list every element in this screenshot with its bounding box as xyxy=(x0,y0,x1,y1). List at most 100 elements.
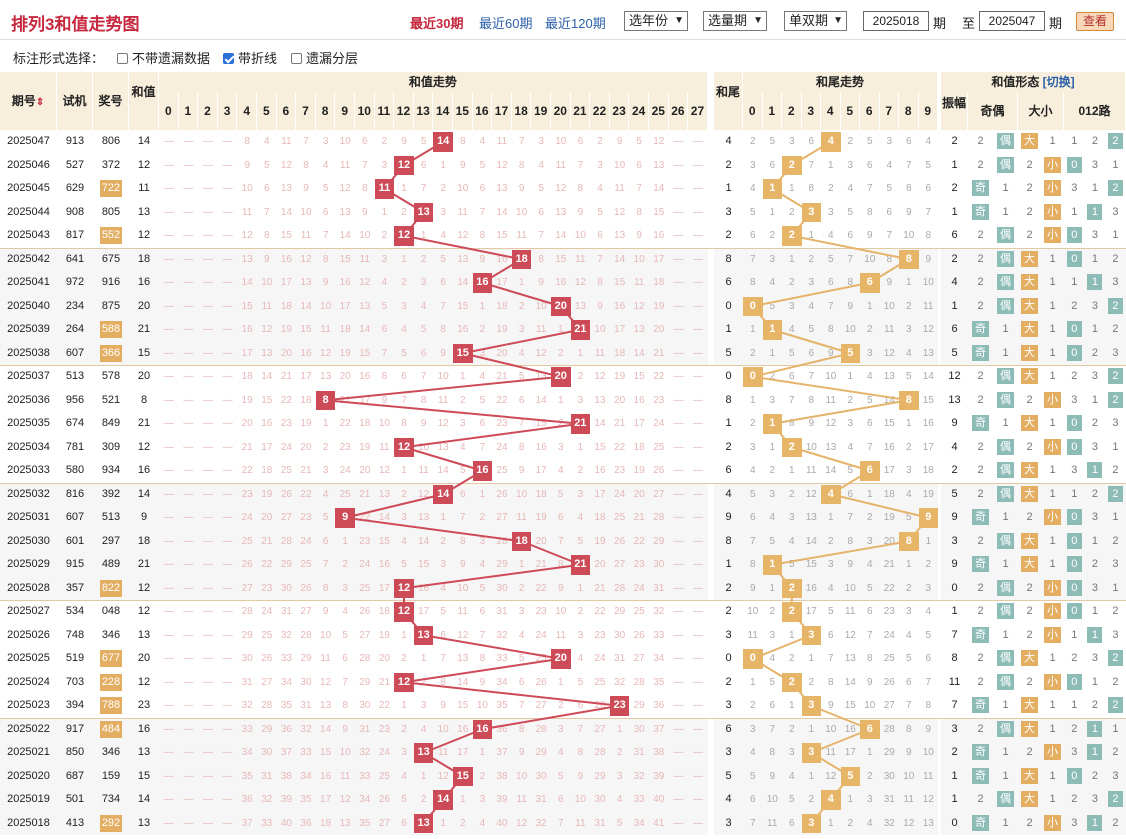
sum-omission: 11 xyxy=(335,153,355,177)
row-jh: 578 xyxy=(93,365,129,389)
tail-omission: 5 xyxy=(762,294,782,318)
sum-omission: 7 xyxy=(472,435,493,459)
sum-omission: — xyxy=(688,318,708,342)
row-qihao: 2025046 xyxy=(0,153,57,177)
sum-marker: 13 xyxy=(413,202,434,222)
sum-marker: 12 xyxy=(394,672,414,692)
sum-omission: 28 xyxy=(276,529,297,553)
tail-omission: 13 xyxy=(918,811,938,835)
form-012-2: 1 xyxy=(1105,153,1126,177)
sum-omission: 2 xyxy=(590,130,610,154)
link-recent-60[interactable]: 最近60期 xyxy=(479,16,533,31)
tail-omission: 1 xyxy=(782,459,802,483)
form-big-tag: 大 xyxy=(1021,767,1038,784)
sum-omission: 30 xyxy=(276,576,297,600)
sum-omission: 40 xyxy=(649,788,669,812)
form-even: 偶 xyxy=(993,788,1018,812)
checkbox[interactable] xyxy=(117,53,128,64)
sum-omission: 11 xyxy=(296,224,316,248)
tail-omission: 6 xyxy=(918,177,938,201)
road-012-tag: 3 xyxy=(1091,370,1098,382)
sum-omission: 2 xyxy=(472,318,493,342)
form-012-0: 2 xyxy=(1064,365,1085,389)
form-big: 2 xyxy=(1018,623,1041,647)
tail-omission: 3 xyxy=(840,153,860,177)
sum-omission: 19 xyxy=(531,506,551,530)
form-012-1: 1 xyxy=(1084,247,1106,271)
tail-marker: 2 xyxy=(782,578,802,598)
sum-omission: 12 xyxy=(629,294,649,318)
form-even-tag: 1 xyxy=(1002,323,1009,335)
form-012-0: 0 xyxy=(1064,435,1085,459)
tail-omission: 11 xyxy=(899,788,919,812)
row-hz: 13 xyxy=(129,200,159,224)
query-button[interactable]: 查看 xyxy=(1076,12,1114,31)
form-big-tag: 大 xyxy=(1021,368,1038,384)
sum-omission: — xyxy=(178,717,199,741)
tail-omission: 3 xyxy=(899,600,919,624)
sum-omission: — xyxy=(178,529,199,553)
form-even-tag: 偶 xyxy=(997,462,1014,478)
link-recent-120[interactable]: 最近120期 xyxy=(545,16,606,31)
prize-number: 805 xyxy=(101,205,121,218)
sum-omission: 14 xyxy=(531,388,551,412)
checkbox[interactable] xyxy=(223,53,234,64)
row-sj: 413 xyxy=(57,811,93,835)
option-no-omission[interactable]: 不带遗漏数据 xyxy=(117,48,210,67)
sum-omission: 33 xyxy=(257,811,277,835)
form-big-tag: 大 xyxy=(1021,556,1038,572)
sum-omission: 25 xyxy=(590,670,610,694)
sum-omission: 32 xyxy=(649,600,669,624)
sum-omission: 23 xyxy=(296,506,316,530)
sum-omission: — xyxy=(668,647,689,671)
period-to-input[interactable]: 2025047 xyxy=(979,11,1045,31)
tail-omission: 9 xyxy=(743,576,763,600)
sum-omission: — xyxy=(159,388,179,412)
sum-omission: 32 xyxy=(296,717,316,741)
option-omission-layer[interactable]: 遗漏分层 xyxy=(291,48,358,67)
sum-omission: 15 xyxy=(531,412,551,436)
option-with-line[interactable]: 带折线 xyxy=(223,48,277,67)
tail-omission: 18 xyxy=(879,482,899,506)
tail-marker: 1 xyxy=(762,555,782,575)
prize-number: 489 xyxy=(101,558,121,570)
road-012-tag: 2 xyxy=(1112,816,1119,829)
sum-omission: — xyxy=(688,341,708,365)
sum-omission: 32 xyxy=(355,741,375,765)
sum-omission: — xyxy=(217,600,238,624)
link-recent-30[interactable]: 最近30期 xyxy=(410,16,464,31)
sum-omission: 7 xyxy=(472,200,493,224)
sum-omission: 16 xyxy=(649,224,669,248)
form-even: 偶 xyxy=(993,153,1018,177)
period-from-input[interactable]: 2025018 xyxy=(863,11,929,31)
form-big-tag: 大 xyxy=(1021,415,1038,431)
tail-omission: 4 xyxy=(860,553,880,577)
form-big: 大 xyxy=(1018,247,1041,271)
checkbox[interactable] xyxy=(291,53,302,64)
switch-link[interactable]: [切换] xyxy=(1042,75,1075,89)
odd-even-select[interactable]: 单双期 ▼ xyxy=(784,11,847,31)
tail-col-3: 3 xyxy=(801,92,821,130)
count-select[interactable]: 选量期 ▼ xyxy=(703,11,767,31)
sum-omission: 3 xyxy=(570,482,591,506)
sum-col-5: 5 xyxy=(257,92,277,130)
sum-omission: 17 xyxy=(257,435,277,459)
sum-marker: 9 xyxy=(335,508,355,528)
sum-omission: 29 xyxy=(609,600,630,624)
tail-omission: 10 xyxy=(840,576,860,600)
sum-omission: — xyxy=(178,224,199,248)
road-012-tag: 1 xyxy=(1087,814,1103,831)
tail-omission: 3 xyxy=(743,717,763,741)
form-big-tag: 大 xyxy=(1021,462,1038,478)
sum-omission: 25 xyxy=(276,459,297,483)
year-select[interactable]: 选年份 ▼ xyxy=(624,11,688,31)
tail-omission: 5 xyxy=(821,600,841,624)
tail-omission: 1 xyxy=(762,341,782,365)
sum-omission: — xyxy=(198,459,218,483)
tail-omission: 7 xyxy=(899,694,919,718)
sum-omission: 39 xyxy=(649,764,669,788)
tail-omission: 5 xyxy=(918,153,938,177)
options-label: 标注形式选择： xyxy=(13,51,105,66)
sum-col-3: 3 xyxy=(217,92,238,130)
sum-omission: 3 xyxy=(433,200,453,224)
